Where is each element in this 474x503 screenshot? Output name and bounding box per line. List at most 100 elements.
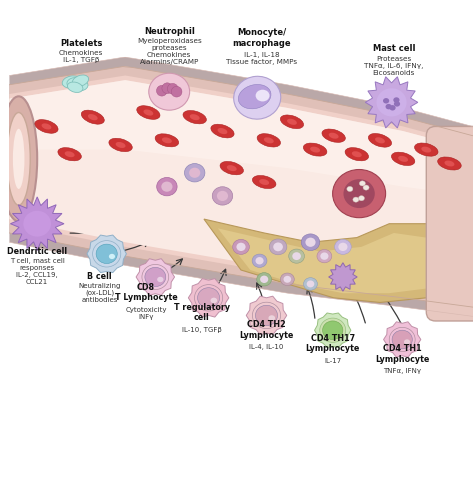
Ellipse shape	[445, 160, 455, 166]
Ellipse shape	[109, 138, 132, 151]
Ellipse shape	[383, 98, 389, 104]
Ellipse shape	[0, 97, 37, 221]
Ellipse shape	[255, 305, 277, 325]
Ellipse shape	[218, 128, 228, 134]
Text: CD8
T Lymphocyte: CD8 T Lymphocyte	[115, 283, 177, 302]
Ellipse shape	[144, 110, 153, 116]
Ellipse shape	[211, 124, 234, 138]
Ellipse shape	[289, 249, 304, 263]
Ellipse shape	[345, 147, 369, 161]
Ellipse shape	[58, 147, 82, 161]
Ellipse shape	[376, 88, 407, 117]
Text: IL-17: IL-17	[324, 358, 341, 364]
Ellipse shape	[359, 181, 365, 186]
Ellipse shape	[344, 179, 375, 208]
Ellipse shape	[145, 268, 166, 287]
Ellipse shape	[393, 97, 400, 103]
Text: Cytotoxicity
INFγ: Cytotoxicity INFγ	[125, 307, 167, 320]
Ellipse shape	[81, 110, 104, 124]
Polygon shape	[365, 77, 418, 128]
Ellipse shape	[322, 129, 346, 142]
Ellipse shape	[328, 133, 338, 139]
Ellipse shape	[234, 76, 281, 119]
Ellipse shape	[398, 156, 408, 162]
Text: Platelets: Platelets	[60, 39, 102, 48]
Ellipse shape	[162, 83, 173, 94]
Ellipse shape	[333, 170, 386, 218]
Ellipse shape	[167, 83, 178, 94]
Ellipse shape	[392, 152, 415, 165]
Polygon shape	[87, 235, 127, 273]
Ellipse shape	[347, 187, 353, 192]
Ellipse shape	[210, 298, 217, 303]
Polygon shape	[328, 263, 357, 291]
Ellipse shape	[157, 277, 164, 282]
Ellipse shape	[353, 197, 359, 202]
Ellipse shape	[287, 119, 297, 125]
Polygon shape	[9, 80, 473, 196]
Text: CD4 TH2
Lymphocyte: CD4 TH2 Lymphocyte	[239, 320, 294, 340]
Ellipse shape	[162, 137, 172, 143]
Ellipse shape	[227, 165, 237, 171]
Text: Neutralizing
(ox-LDL)
antibodies: Neutralizing (ox-LDL) antibodies	[79, 283, 121, 303]
Ellipse shape	[156, 86, 167, 96]
Text: Myeloperoxidases
proteases
Chemokines
Alarmins/CRAMP: Myeloperoxidases proteases Chemokines Al…	[137, 38, 201, 65]
Ellipse shape	[375, 137, 385, 143]
Polygon shape	[315, 313, 351, 348]
Polygon shape	[9, 80, 473, 293]
Ellipse shape	[35, 120, 58, 133]
Ellipse shape	[415, 143, 438, 156]
Ellipse shape	[198, 288, 219, 308]
Ellipse shape	[320, 253, 328, 260]
Ellipse shape	[301, 234, 320, 250]
Ellipse shape	[238, 101, 262, 115]
Ellipse shape	[363, 185, 369, 190]
Ellipse shape	[246, 105, 255, 111]
Ellipse shape	[305, 237, 316, 247]
Ellipse shape	[137, 106, 160, 119]
Ellipse shape	[233, 239, 249, 255]
Text: Monocyte/
macrophage: Monocyte/ macrophage	[233, 28, 291, 48]
Text: Dendritic cell: Dendritic cell	[7, 247, 67, 256]
Ellipse shape	[238, 85, 271, 109]
Ellipse shape	[338, 243, 347, 251]
Ellipse shape	[281, 273, 294, 286]
Polygon shape	[246, 296, 287, 334]
Ellipse shape	[217, 191, 228, 201]
Text: IL-10, TGFβ: IL-10, TGFβ	[182, 327, 221, 333]
Polygon shape	[10, 197, 64, 250]
Polygon shape	[9, 75, 473, 298]
Polygon shape	[9, 57, 473, 316]
Ellipse shape	[303, 278, 318, 290]
Ellipse shape	[237, 243, 246, 251]
FancyBboxPatch shape	[426, 126, 474, 321]
Ellipse shape	[390, 105, 396, 111]
Ellipse shape	[255, 90, 270, 102]
Ellipse shape	[323, 321, 343, 340]
Polygon shape	[136, 259, 174, 295]
Ellipse shape	[438, 157, 461, 170]
Ellipse shape	[257, 273, 272, 286]
Ellipse shape	[269, 239, 287, 255]
Ellipse shape	[252, 176, 276, 189]
Ellipse shape	[142, 265, 169, 290]
Ellipse shape	[307, 281, 314, 287]
Ellipse shape	[42, 123, 51, 129]
Ellipse shape	[23, 211, 51, 236]
Ellipse shape	[310, 147, 320, 152]
Ellipse shape	[259, 179, 269, 185]
Ellipse shape	[88, 114, 98, 120]
Ellipse shape	[116, 142, 126, 148]
Text: Mast cell: Mast cell	[373, 44, 415, 53]
Ellipse shape	[368, 133, 392, 147]
Ellipse shape	[303, 143, 327, 156]
Ellipse shape	[96, 244, 117, 264]
Ellipse shape	[421, 146, 431, 152]
Ellipse shape	[385, 104, 392, 109]
Text: T cell, mast cell
responses
IL-2, CCL19,
CCL21: T cell, mast cell responses IL-2, CCL19,…	[10, 259, 64, 285]
Ellipse shape	[273, 242, 283, 252]
Ellipse shape	[260, 276, 268, 283]
Text: Proteases
TNFα, IL-6, IFNγ,
Eicosanoids: Proteases TNFα, IL-6, IFNγ, Eicosanoids	[364, 55, 424, 75]
Polygon shape	[204, 219, 449, 302]
Text: TNFα, IFNγ: TNFα, IFNγ	[383, 368, 421, 374]
